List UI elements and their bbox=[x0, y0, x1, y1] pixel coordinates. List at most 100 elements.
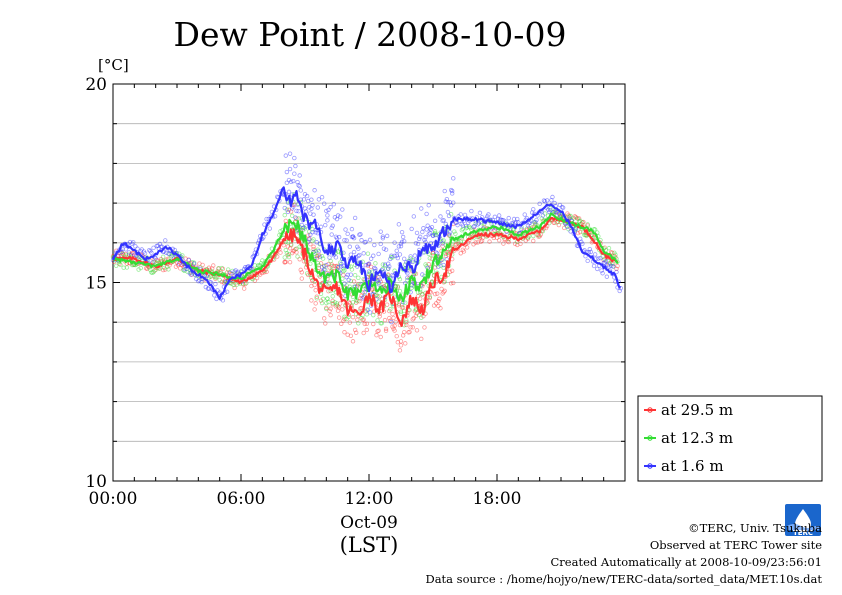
scatter-point bbox=[224, 289, 230, 295]
scatter-point bbox=[431, 303, 437, 308]
footer-copyright: ©TERC, Univ. Tsukuba bbox=[688, 521, 822, 535]
scatter-point bbox=[323, 321, 328, 326]
scatter-point bbox=[446, 213, 452, 219]
series-line-2 bbox=[113, 212, 619, 303]
scatter-point bbox=[402, 256, 407, 261]
scatter-point bbox=[326, 299, 331, 305]
scatter-point bbox=[442, 288, 447, 294]
scatter-point bbox=[383, 247, 389, 252]
scatter-point bbox=[149, 250, 154, 255]
scatter-point bbox=[358, 232, 363, 237]
logo-text: TERC bbox=[793, 529, 813, 537]
scatter-point bbox=[364, 321, 370, 326]
scatter-point bbox=[356, 253, 361, 259]
scatter-point bbox=[314, 296, 319, 301]
x-tick-label: 12:00 bbox=[345, 489, 394, 509]
terc-logo: TERC bbox=[785, 504, 821, 537]
scatter-point bbox=[464, 245, 470, 250]
scatter-point bbox=[357, 252, 362, 258]
scatter-point bbox=[329, 264, 334, 269]
scatter-point bbox=[319, 253, 325, 259]
scatter-point bbox=[447, 269, 453, 275]
scatter-point bbox=[384, 233, 390, 239]
legend-label: at 12.3 m bbox=[661, 429, 733, 447]
scatter-point bbox=[451, 280, 456, 286]
scatter-point bbox=[402, 239, 407, 244]
x-tick-label: 00:00 bbox=[89, 489, 138, 509]
scatter-point bbox=[522, 212, 527, 217]
scatter-point bbox=[438, 214, 443, 219]
scatter-point bbox=[472, 223, 477, 229]
scatter-point bbox=[348, 333, 354, 338]
scatter-point bbox=[445, 209, 451, 215]
scatter-point bbox=[331, 202, 336, 207]
scatter-point bbox=[592, 252, 598, 257]
scatter-point bbox=[309, 298, 314, 303]
scatter-point bbox=[420, 229, 425, 235]
scatter-point bbox=[442, 279, 447, 284]
scatter-point bbox=[153, 256, 158, 261]
scatter-point bbox=[169, 253, 174, 259]
scatter-point bbox=[312, 307, 317, 312]
wave-icon bbox=[787, 524, 819, 530]
scatter-point bbox=[297, 183, 302, 189]
scatter-point bbox=[519, 226, 524, 232]
scatter-point bbox=[336, 234, 342, 240]
scatter-point bbox=[188, 272, 194, 277]
scatter-point bbox=[378, 229, 383, 234]
scatter-point bbox=[392, 253, 397, 259]
scatter-point bbox=[516, 220, 521, 225]
scatter-point bbox=[591, 235, 597, 240]
scatter-point bbox=[405, 275, 410, 280]
scatter-point bbox=[138, 265, 143, 271]
x-tick-label: 18:00 bbox=[473, 489, 522, 509]
scatter-point bbox=[316, 248, 322, 254]
scatter-point bbox=[373, 266, 378, 272]
scatter-point bbox=[339, 321, 344, 326]
scatter-point bbox=[288, 242, 294, 247]
scatter-point bbox=[375, 318, 380, 323]
scatter-point bbox=[123, 247, 128, 252]
scatter-point bbox=[284, 169, 290, 175]
scatter-point bbox=[314, 256, 319, 261]
scatter-point bbox=[410, 317, 415, 322]
scatter-point bbox=[330, 300, 335, 306]
scatter-point bbox=[202, 273, 207, 278]
scatter-point bbox=[344, 238, 349, 243]
scatter-point bbox=[393, 319, 398, 325]
scatter-point bbox=[592, 227, 598, 232]
scatter-point bbox=[378, 334, 383, 340]
scatter-point bbox=[284, 251, 290, 256]
scatter-point bbox=[325, 218, 330, 223]
scatter-point bbox=[419, 315, 424, 320]
chart-title: Dew Point / 2008-10-09 bbox=[174, 15, 567, 54]
scatter-point bbox=[293, 215, 298, 220]
scatter-point bbox=[351, 249, 357, 255]
scatter-point bbox=[350, 314, 356, 320]
scatter-point bbox=[343, 227, 348, 232]
scatter-point bbox=[148, 267, 153, 272]
legend: at 29.5 m at 12.3 m at 1.6 m bbox=[637, 395, 823, 482]
scatter-point bbox=[404, 318, 409, 323]
scatter-point bbox=[319, 265, 325, 270]
scatter-point bbox=[427, 226, 432, 231]
scatter-point bbox=[312, 282, 317, 288]
scatter-point bbox=[166, 267, 171, 272]
scatter-point bbox=[355, 317, 360, 322]
scatter-point bbox=[282, 205, 287, 211]
scatter-point bbox=[294, 208, 299, 214]
scatter-point bbox=[292, 171, 297, 176]
scatter-point bbox=[450, 191, 455, 196]
scatter-point bbox=[398, 243, 404, 249]
scatter-point bbox=[286, 189, 292, 195]
scatter-point bbox=[432, 291, 438, 297]
x-tick-label: 06:00 bbox=[217, 489, 266, 509]
scatter-point bbox=[386, 261, 391, 266]
scatter-point bbox=[211, 263, 216, 268]
scatter-point bbox=[324, 262, 329, 268]
scatter-point bbox=[213, 281, 218, 287]
scatter-point bbox=[540, 213, 546, 218]
y-tick-label: 15 bbox=[85, 274, 107, 294]
scatter-point bbox=[394, 333, 399, 339]
scatter-point bbox=[447, 230, 453, 235]
